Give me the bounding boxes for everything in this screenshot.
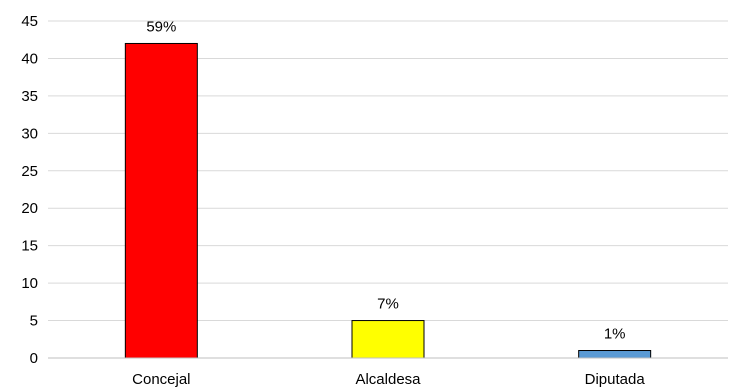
y-tick-label: 35: [21, 88, 38, 105]
bars: [124, 42, 652, 359]
x-axis-category-labels: Concejal Alcaldesa Diputada: [132, 371, 645, 388]
bar-alcaldesa: [351, 320, 425, 359]
bar-diputada: [578, 350, 652, 359]
data-label-alcaldesa: 7%: [377, 296, 399, 313]
y-tick-label: 40: [21, 50, 38, 67]
data-label-concejal: 59%: [146, 18, 176, 35]
y-axis-tick-labels: 0 5 10 15 20 25 30 35 40 45: [21, 13, 38, 367]
y-tick-label: 45: [21, 13, 38, 30]
bar-concejal: [124, 42, 198, 359]
y-tick-label: 15: [21, 238, 38, 255]
y-tick-label: 5: [30, 313, 38, 330]
y-tick-label: 10: [21, 275, 38, 292]
data-labels: 59% 7% 1%: [146, 18, 625, 342]
y-tick-label: 0: [30, 350, 38, 367]
category-label-alcaldesa: Alcaldesa: [355, 371, 421, 388]
data-label-diputada: 1%: [604, 326, 626, 343]
category-label-diputada: Diputada: [585, 371, 646, 388]
y-tick-label: 20: [21, 200, 38, 217]
category-label-concejal: Concejal: [132, 371, 190, 388]
y-tick-label: 30: [21, 125, 38, 142]
y-tick-label: 25: [21, 163, 38, 180]
